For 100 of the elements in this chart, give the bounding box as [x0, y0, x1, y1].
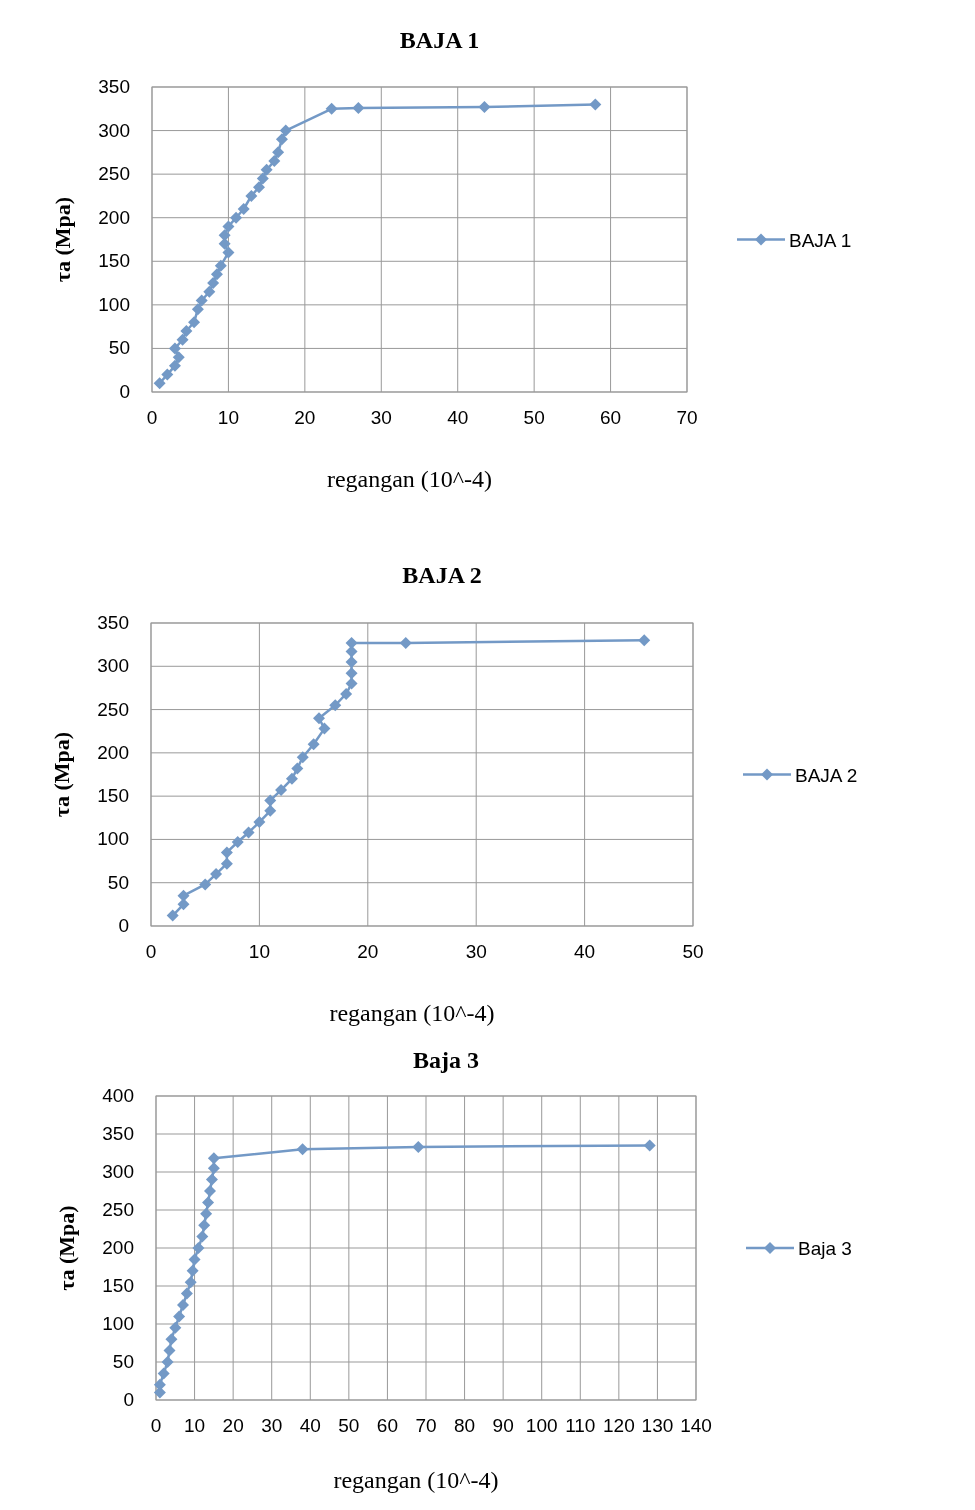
- x-tick-label: 30: [465, 941, 487, 962]
- y-tick-label: 300: [102, 1161, 134, 1182]
- x-tick-label: 120: [603, 1415, 635, 1436]
- y-tick-label: 350: [97, 612, 129, 633]
- legend-label: Baja 3: [798, 1238, 852, 1259]
- legend-label: BAJA 2: [795, 764, 858, 786]
- point: [161, 1356, 174, 1368]
- point: [191, 303, 204, 316]
- y-tick-label: 300: [98, 119, 130, 141]
- x-tick-label: 10: [248, 941, 270, 962]
- point: [275, 133, 288, 146]
- point: [166, 909, 179, 922]
- x-axis-title: regangan (10^-4): [333, 1467, 499, 1493]
- point: [188, 316, 201, 329]
- point: [253, 181, 265, 194]
- point: [214, 259, 227, 272]
- y-tick-label: 350: [98, 76, 130, 97]
- y-tick-label: 300: [97, 655, 129, 677]
- point: [172, 351, 185, 364]
- chart-title: BAJA 1: [399, 27, 480, 53]
- x-axis-title: regangan (10^-4): [329, 1000, 495, 1026]
- point: [205, 1173, 218, 1186]
- point: [198, 1219, 211, 1232]
- x-tick-label: 40: [447, 407, 469, 428]
- y-tick-label: 250: [102, 1199, 134, 1220]
- point: [161, 368, 174, 381]
- point: [352, 101, 365, 114]
- legend-label: BAJA 1: [789, 229, 852, 251]
- point: [222, 246, 235, 259]
- y-tick-label: 350: [102, 1123, 134, 1144]
- point: [210, 268, 223, 281]
- x-tick-label: 130: [641, 1415, 674, 1436]
- y-tick-label: 400: [102, 1085, 134, 1106]
- point: [264, 794, 277, 807]
- y-axis-title: τa (Mpa): [54, 1205, 79, 1291]
- point: [318, 722, 331, 735]
- point: [202, 1196, 215, 1209]
- point: [291, 762, 304, 775]
- point: [231, 836, 244, 849]
- point: [268, 155, 281, 168]
- y-axis-title: τa (Mpa): [50, 196, 75, 283]
- y-tick-label: 200: [97, 741, 129, 763]
- y-tick-label: 250: [97, 698, 129, 720]
- x-tick-label: 70: [676, 407, 698, 428]
- point: [329, 699, 342, 712]
- y-tick-label: 100: [102, 1313, 134, 1334]
- x-tick-label: 50: [682, 941, 704, 962]
- point: [230, 211, 243, 224]
- point: [196, 1230, 209, 1243]
- point: [285, 772, 298, 785]
- point: [245, 189, 258, 202]
- point: [325, 102, 338, 115]
- point: [180, 325, 193, 337]
- point: [340, 687, 353, 700]
- point: [192, 1242, 205, 1254]
- point: [199, 878, 212, 891]
- point: [188, 1253, 201, 1266]
- point: [307, 738, 320, 751]
- y-tick-label: 0: [123, 1389, 134, 1410]
- point: [260, 163, 273, 176]
- point: [163, 1344, 176, 1357]
- x-tick-label: 0: [146, 407, 158, 428]
- point: [176, 333, 189, 346]
- x-tick-label: 40: [299, 1415, 321, 1436]
- x-tick-label: 90: [492, 1415, 514, 1436]
- x-tick-label: 50: [338, 1415, 360, 1436]
- point: [296, 751, 309, 764]
- x-tick-label: 50: [523, 407, 545, 428]
- point: [638, 634, 651, 647]
- point: [204, 1185, 216, 1197]
- point: [173, 1310, 186, 1323]
- point: [345, 667, 358, 680]
- point: [242, 826, 255, 839]
- x-tick-label: 40: [574, 941, 596, 962]
- y-tick-label: 250: [98, 163, 130, 185]
- point: [169, 1321, 182, 1334]
- point: [165, 1333, 178, 1346]
- y-tick-label: 100: [98, 293, 130, 315]
- point: [157, 1367, 170, 1380]
- y-tick-label: 50: [112, 1351, 134, 1372]
- point: [200, 1207, 213, 1220]
- point: [345, 677, 358, 690]
- point: [153, 377, 166, 390]
- point: [253, 816, 266, 829]
- x-tick-label: 70: [415, 1415, 437, 1436]
- y-tick-label: 150: [102, 1275, 134, 1296]
- x-tick-label: 140: [680, 1415, 712, 1436]
- point: [177, 1299, 189, 1311]
- point: [168, 342, 181, 355]
- point: [186, 1264, 199, 1277]
- y-tick-label: 0: [119, 381, 130, 402]
- x-tick-label: 20: [357, 941, 379, 962]
- point: [207, 1162, 220, 1175]
- point: [237, 203, 250, 215]
- chart-title: Baja 3: [413, 1047, 479, 1073]
- x-tick-label: 20: [294, 407, 316, 428]
- point: [256, 172, 269, 185]
- y-tick-label: 150: [97, 785, 129, 807]
- point: [203, 285, 216, 298]
- y-tick-label: 150: [98, 250, 130, 272]
